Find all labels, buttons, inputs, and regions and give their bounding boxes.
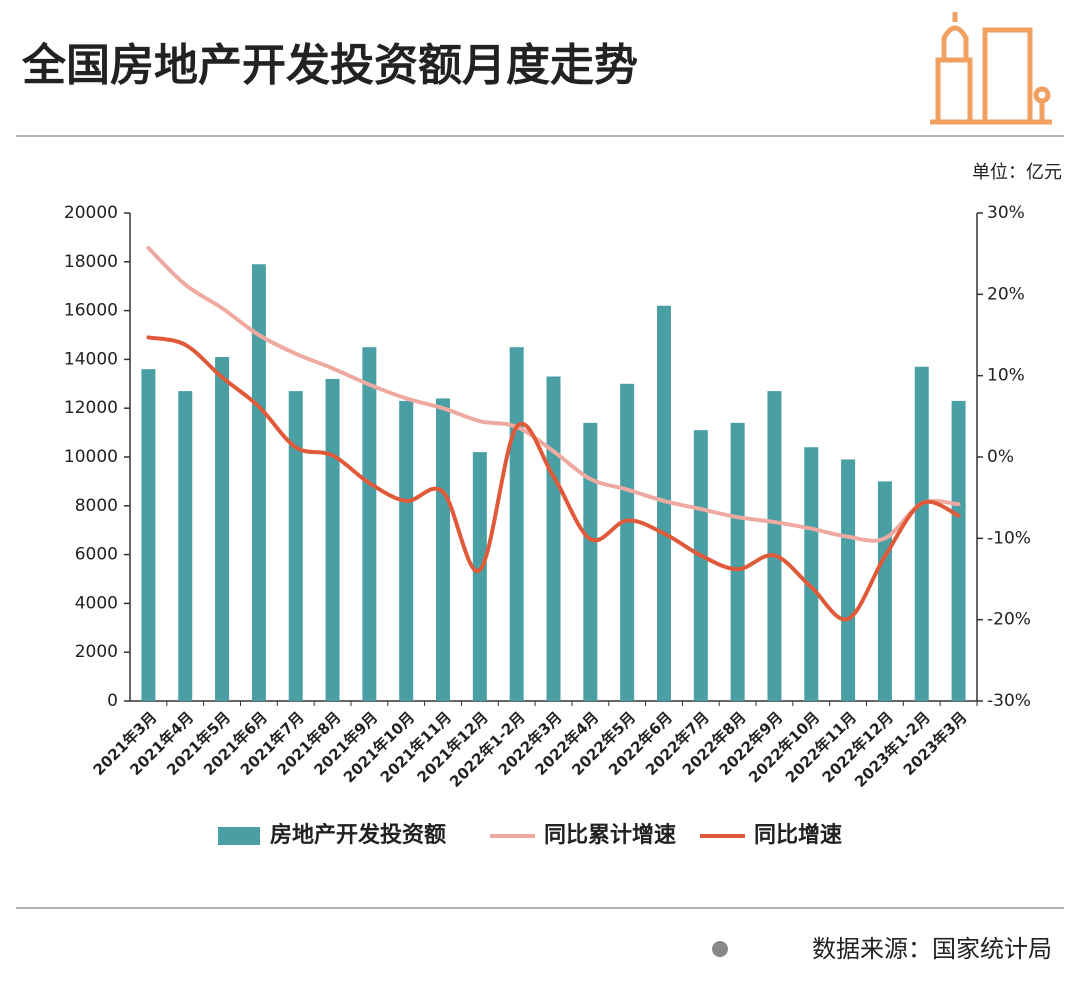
line xyxy=(146,245,961,543)
bar xyxy=(251,264,266,701)
y2-tick-label: 10% xyxy=(987,366,1025,386)
line xyxy=(146,335,961,622)
unit-label: 单位：亿元 xyxy=(972,162,1062,183)
bar xyxy=(730,422,745,701)
bar xyxy=(141,369,156,701)
y-tick-label: 4000 xyxy=(75,593,118,613)
building-icon xyxy=(930,12,1052,125)
bar xyxy=(325,378,340,701)
y2-tick-label: 0% xyxy=(987,447,1014,467)
bar xyxy=(693,430,708,701)
bar xyxy=(841,459,856,701)
y2-tick-label: -10% xyxy=(987,528,1031,548)
bar xyxy=(583,422,598,701)
y-tick-label: 0 xyxy=(107,691,118,711)
source: 数据来源：国家统计局 xyxy=(812,935,1052,963)
bar xyxy=(951,400,966,701)
y-tick-label: 2000 xyxy=(75,642,118,662)
bar xyxy=(362,347,377,701)
y2-tick-label: 30% xyxy=(987,203,1025,223)
bar xyxy=(399,400,414,701)
bar xyxy=(215,356,230,701)
y-tick-label: 20000 xyxy=(64,203,118,223)
y-tick-label: 16000 xyxy=(64,301,118,321)
bar xyxy=(620,383,635,701)
bar xyxy=(472,452,487,701)
bar xyxy=(656,305,671,701)
legend-label: 房地产开发投资额 xyxy=(270,822,446,848)
legend-label: 同比累计增速 xyxy=(544,822,676,848)
bar xyxy=(546,376,561,701)
y2-tick-label: -20% xyxy=(987,610,1031,630)
bar xyxy=(436,398,451,701)
bar xyxy=(804,447,819,701)
chart-title: 全国房地产开发投资额月度走势 xyxy=(21,40,638,91)
y2-tick-label: 20% xyxy=(987,284,1025,304)
bar xyxy=(509,347,524,701)
source-dot xyxy=(712,941,728,957)
bar xyxy=(914,366,929,701)
bar xyxy=(178,391,193,701)
legend-label: 同比增速 xyxy=(754,822,842,848)
y-tick-label: 6000 xyxy=(75,545,118,565)
y-tick-label: 12000 xyxy=(64,398,118,418)
legend-swatch xyxy=(218,827,260,845)
y2-tick-label: -30% xyxy=(987,691,1031,711)
y-tick-label: 18000 xyxy=(64,252,118,272)
bar xyxy=(877,481,892,701)
y-tick-label: 10000 xyxy=(64,447,118,467)
bar xyxy=(288,391,303,701)
y-tick-label: 14000 xyxy=(64,349,118,369)
bar xyxy=(767,391,782,701)
y-tick-label: 8000 xyxy=(75,496,118,516)
